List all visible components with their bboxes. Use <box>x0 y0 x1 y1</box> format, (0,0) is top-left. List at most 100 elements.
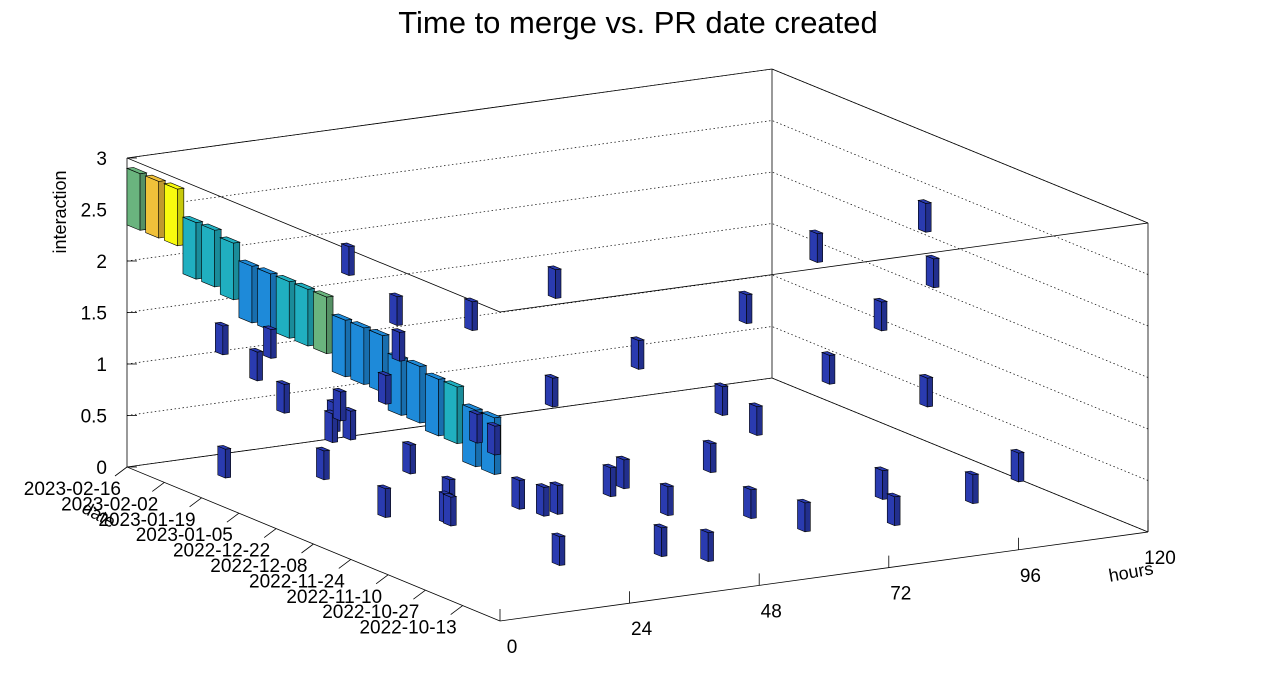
bar-front <box>638 339 645 370</box>
bar-front <box>746 293 753 325</box>
hot-bar <box>349 321 372 385</box>
date-tick <box>226 512 240 523</box>
bar-front <box>1018 451 1025 483</box>
sparse-bar <box>486 422 502 456</box>
bar-side <box>377 485 386 519</box>
sparse-bar <box>629 336 646 370</box>
sparse-bar <box>748 402 764 436</box>
sparse-bar <box>702 439 718 474</box>
sparse-bar <box>275 380 291 414</box>
hot-bar <box>256 267 279 332</box>
bar-top <box>332 387 348 393</box>
bar-front <box>385 374 392 405</box>
bar-side <box>549 482 558 515</box>
bar-top <box>390 328 407 333</box>
bar-top <box>748 402 764 407</box>
bar-front <box>710 442 717 474</box>
bar-front <box>623 458 630 490</box>
bar-front <box>722 385 729 416</box>
date-tick <box>450 605 463 615</box>
bar-top <box>312 290 335 298</box>
bar-side <box>263 326 272 359</box>
bar-top <box>262 325 278 330</box>
z-tick-label: 0 <box>96 458 107 479</box>
sparse-bar <box>874 466 890 500</box>
bar-side <box>660 483 669 517</box>
bar-top <box>461 403 484 411</box>
bar-front <box>816 232 823 263</box>
bar-side <box>276 380 285 414</box>
x-tick-label: 72 <box>890 584 911 605</box>
date-tick-label: 2022-10-13 <box>359 618 456 639</box>
bar-top <box>742 485 758 491</box>
z-tick-label: 2 <box>96 252 107 273</box>
bar-side <box>919 374 928 408</box>
bar-side <box>917 199 927 233</box>
bar-top <box>550 532 567 538</box>
bar-side <box>443 381 458 445</box>
sparse-bar <box>742 485 758 520</box>
date-tick-label: 2022-10-27 <box>322 602 419 623</box>
bar-top <box>737 290 754 296</box>
bar-side <box>217 445 226 479</box>
x-tick-label: 24 <box>631 619 653 640</box>
bar-top <box>702 439 718 445</box>
gridline <box>126 377 1149 533</box>
sparse-bar <box>535 483 551 517</box>
bar-front <box>350 410 357 441</box>
sparse-bar <box>216 445 232 479</box>
bar-front <box>348 245 355 276</box>
sparse-bar <box>808 229 824 263</box>
sparse-bar <box>699 528 715 562</box>
bar-side <box>469 410 478 444</box>
bar-side <box>464 298 473 332</box>
z-tick-label: 1 <box>96 355 107 376</box>
bar-side <box>313 291 327 355</box>
date-tick <box>189 497 202 508</box>
bar-top <box>331 313 353 321</box>
bar-side <box>182 216 197 280</box>
bar-front <box>972 473 979 505</box>
bar-front <box>518 479 525 510</box>
bar-top <box>547 265 563 270</box>
bar-front <box>323 449 330 481</box>
sparse-bar <box>248 347 264 382</box>
sparse-bar <box>377 371 393 405</box>
bar-front <box>270 328 277 359</box>
bar-side <box>738 291 747 325</box>
bar-side <box>487 422 496 456</box>
bar-top <box>376 484 392 490</box>
bar-top <box>510 476 526 481</box>
sparse-bar <box>964 470 980 505</box>
bar-front <box>396 295 403 326</box>
bar-top <box>388 292 404 298</box>
date-tick-label: 2022-12-22 <box>173 541 270 562</box>
bar-side <box>743 486 752 520</box>
bar-top <box>486 422 502 427</box>
date-tick <box>338 559 352 569</box>
bar-top <box>808 229 824 235</box>
bar-side <box>391 328 400 362</box>
bar-top <box>548 481 565 486</box>
chart-title: Time to merge vs. PR date created <box>398 5 878 40</box>
bar-side <box>630 337 639 370</box>
bar-front <box>399 331 406 362</box>
bar-side <box>316 447 325 481</box>
sparse-bar <box>872 297 889 332</box>
bar-top <box>699 528 715 534</box>
bar-top <box>442 493 458 498</box>
bar-top <box>659 482 675 488</box>
bar-top <box>440 475 457 481</box>
bar-side <box>402 441 411 475</box>
bar-top <box>163 182 185 190</box>
bar-top <box>615 455 631 461</box>
date-tick-label: 2022-11-24 <box>249 571 345 592</box>
bar-top <box>629 336 646 341</box>
sparse-bar <box>401 441 417 475</box>
bar-top <box>349 321 372 329</box>
hot-bar <box>405 359 428 424</box>
date-tick <box>301 543 314 554</box>
bar-top <box>200 223 223 231</box>
sparse-bar <box>1009 448 1026 483</box>
bar-top <box>181 215 204 223</box>
